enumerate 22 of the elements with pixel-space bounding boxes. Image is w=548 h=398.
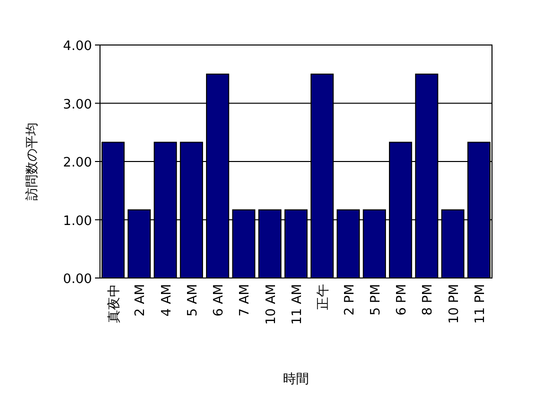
x-tick-label: 2 PM xyxy=(342,284,358,316)
y-tick-label: 2.00 xyxy=(63,156,92,170)
x-tick-label: 5 AM xyxy=(185,284,200,317)
x-tick-label: 6 AM xyxy=(212,284,227,317)
x-tick-label: 8 PM xyxy=(420,284,436,316)
x-tick-label: 正午 xyxy=(316,284,332,310)
x-tick-label: 10 AM xyxy=(264,284,279,325)
x-tick-label: 6 PM xyxy=(394,284,410,316)
x-tick-label: 11 PM xyxy=(472,284,488,324)
y-tick-label: 0.00 xyxy=(63,272,92,287)
x-tick-label: 4 AM xyxy=(159,284,174,317)
y-tick-label: 1.00 xyxy=(63,214,92,229)
x-tick-label: 11 AM xyxy=(290,284,305,325)
x-axis-title: 時間 xyxy=(283,372,309,387)
x-tick-label: 10 PM xyxy=(446,284,462,324)
y-tick-label: 4.00 xyxy=(63,39,92,54)
y-axis-title: 訪問数の平均 xyxy=(25,122,40,200)
y-tick-label: 3.00 xyxy=(63,97,92,112)
x-tick-label: 5 PM xyxy=(368,284,384,316)
x-tick-label: 2 AM xyxy=(133,284,148,317)
x-tick-label: 真夜中 xyxy=(106,284,122,323)
x-tick-label: 7 AM xyxy=(238,284,253,317)
